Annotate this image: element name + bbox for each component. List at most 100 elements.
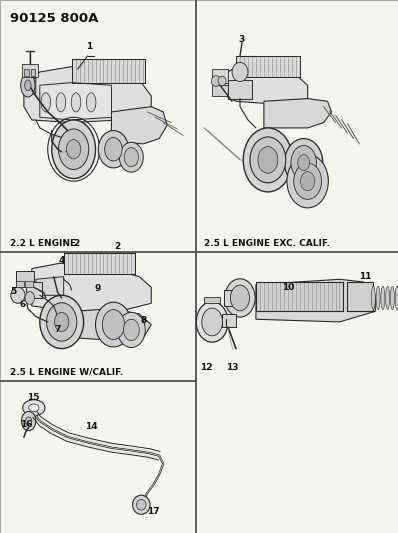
Text: 5: 5 bbox=[10, 287, 16, 295]
Ellipse shape bbox=[66, 140, 81, 159]
Text: 2: 2 bbox=[114, 242, 121, 251]
Ellipse shape bbox=[52, 120, 96, 179]
Ellipse shape bbox=[390, 286, 394, 310]
Bar bbox=[31, 69, 35, 76]
Ellipse shape bbox=[371, 286, 375, 310]
Ellipse shape bbox=[395, 286, 398, 310]
Ellipse shape bbox=[41, 93, 51, 112]
Text: 2.2 L ENGINE: 2.2 L ENGINE bbox=[10, 239, 76, 248]
Ellipse shape bbox=[250, 137, 286, 183]
Text: 8: 8 bbox=[140, 317, 146, 325]
Polygon shape bbox=[256, 279, 375, 322]
Ellipse shape bbox=[23, 400, 45, 416]
Ellipse shape bbox=[211, 76, 221, 86]
Bar bbox=[347, 282, 373, 311]
Bar bbox=[64, 253, 135, 274]
Ellipse shape bbox=[55, 312, 69, 332]
Ellipse shape bbox=[285, 139, 323, 187]
Ellipse shape bbox=[119, 142, 143, 172]
Ellipse shape bbox=[47, 303, 77, 341]
Ellipse shape bbox=[294, 163, 322, 199]
Ellipse shape bbox=[96, 302, 131, 347]
Ellipse shape bbox=[376, 286, 380, 310]
Text: 9: 9 bbox=[94, 285, 101, 293]
Ellipse shape bbox=[117, 312, 145, 348]
Text: 16: 16 bbox=[20, 421, 32, 429]
Bar bbox=[26, 282, 42, 298]
Text: 11: 11 bbox=[359, 272, 372, 281]
Text: 1: 1 bbox=[86, 43, 93, 51]
Ellipse shape bbox=[25, 80, 31, 91]
Ellipse shape bbox=[386, 286, 390, 310]
Bar bbox=[256, 282, 343, 311]
Polygon shape bbox=[24, 67, 151, 123]
Ellipse shape bbox=[287, 155, 328, 208]
Bar bbox=[212, 69, 228, 83]
Ellipse shape bbox=[29, 404, 39, 411]
Bar bbox=[64, 253, 135, 274]
Bar bbox=[25, 281, 33, 287]
Ellipse shape bbox=[298, 155, 310, 171]
Bar bbox=[16, 271, 34, 287]
Text: 3: 3 bbox=[239, 36, 245, 44]
Polygon shape bbox=[212, 85, 228, 96]
Bar bbox=[16, 281, 24, 287]
Polygon shape bbox=[220, 67, 308, 104]
Ellipse shape bbox=[102, 310, 125, 340]
Ellipse shape bbox=[21, 74, 35, 97]
Text: 7: 7 bbox=[55, 326, 61, 334]
Ellipse shape bbox=[56, 93, 66, 112]
Bar bbox=[236, 56, 300, 77]
Text: 14: 14 bbox=[85, 422, 98, 431]
Ellipse shape bbox=[225, 279, 255, 317]
Bar bbox=[224, 290, 240, 306]
Ellipse shape bbox=[86, 93, 96, 112]
Ellipse shape bbox=[123, 319, 139, 341]
Polygon shape bbox=[40, 83, 111, 120]
Bar bbox=[236, 56, 300, 77]
Ellipse shape bbox=[218, 76, 226, 86]
Text: 15: 15 bbox=[27, 393, 39, 401]
Text: 6: 6 bbox=[20, 301, 26, 309]
Text: 2.5 L ENGINE W/CALIF.: 2.5 L ENGINE W/CALIF. bbox=[10, 368, 123, 377]
Ellipse shape bbox=[105, 138, 122, 161]
Ellipse shape bbox=[291, 146, 316, 180]
Polygon shape bbox=[264, 99, 332, 128]
Polygon shape bbox=[111, 107, 167, 144]
Ellipse shape bbox=[381, 286, 385, 310]
Bar bbox=[204, 297, 220, 303]
Ellipse shape bbox=[21, 411, 36, 431]
Ellipse shape bbox=[40, 295, 84, 349]
Ellipse shape bbox=[202, 308, 222, 336]
Ellipse shape bbox=[300, 172, 315, 191]
Polygon shape bbox=[36, 277, 64, 295]
Ellipse shape bbox=[59, 129, 89, 169]
Text: 10: 10 bbox=[281, 283, 294, 292]
Text: 12: 12 bbox=[200, 364, 213, 372]
Bar bbox=[228, 80, 252, 99]
Ellipse shape bbox=[25, 292, 35, 304]
Ellipse shape bbox=[232, 62, 248, 82]
Ellipse shape bbox=[230, 285, 250, 311]
Polygon shape bbox=[32, 263, 151, 311]
Text: 90125 800A: 90125 800A bbox=[10, 12, 98, 25]
Text: 13: 13 bbox=[226, 364, 238, 372]
Text: 2: 2 bbox=[74, 239, 80, 248]
Ellipse shape bbox=[133, 495, 150, 514]
Text: 4: 4 bbox=[59, 256, 65, 265]
Ellipse shape bbox=[71, 93, 81, 112]
Bar bbox=[72, 59, 145, 83]
Bar bbox=[222, 314, 236, 327]
Polygon shape bbox=[24, 77, 36, 96]
Ellipse shape bbox=[258, 147, 278, 173]
Text: 2.5 L ENGINE EXC. CALIF.: 2.5 L ENGINE EXC. CALIF. bbox=[204, 239, 330, 248]
Text: 17: 17 bbox=[147, 507, 160, 516]
Bar bbox=[72, 59, 145, 83]
Polygon shape bbox=[76, 309, 151, 341]
Ellipse shape bbox=[196, 302, 228, 342]
Ellipse shape bbox=[137, 499, 146, 510]
Bar bbox=[22, 64, 38, 77]
Ellipse shape bbox=[11, 287, 25, 303]
Ellipse shape bbox=[124, 148, 139, 167]
Bar bbox=[256, 282, 343, 311]
